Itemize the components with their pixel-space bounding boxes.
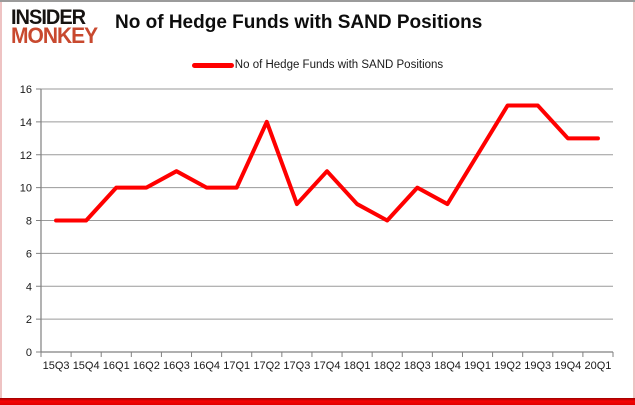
x-tick-label: 19Q1 (464, 360, 491, 372)
chart-title: No of Hedge Funds with SAND Positions (115, 12, 483, 33)
y-tick-label: 12 (20, 150, 32, 162)
y-tick-label: 0 (26, 347, 32, 359)
logo-word-insider: INSIDER (11, 5, 86, 30)
x-tick-label: 19Q2 (494, 360, 521, 372)
x-tick-label: 16Q4 (193, 360, 220, 372)
y-tick-label: 6 (26, 248, 32, 260)
x-tick-label: 16Q1 (103, 360, 130, 372)
frame-bottom-bar (0, 398, 635, 405)
y-axis-ticks (36, 88, 41, 353)
gridlines (41, 88, 613, 320)
legend-line-swatch (191, 62, 234, 68)
y-tick-label: 2 (26, 314, 32, 326)
frame-right-border (633, 2, 635, 398)
x-tick-label: 17Q4 (314, 360, 341, 372)
y-tick-label: 8 (26, 216, 32, 228)
x-tick-label: 19Q4 (554, 360, 581, 372)
x-tick-label: 18Q2 (374, 360, 401, 372)
frame-left-border (0, 2, 2, 398)
x-tick-label: 15Q4 (73, 360, 100, 372)
x-tick-label: 18Q3 (404, 360, 431, 372)
y-tick-label: 10 (20, 183, 32, 195)
x-tick-label: 18Q1 (344, 360, 371, 372)
x-tick-label: 20Q1 (584, 360, 611, 372)
x-tick-label: 18Q4 (434, 360, 461, 372)
x-tick-label: 16Q3 (163, 360, 190, 372)
y-tick-label: 16 (20, 84, 32, 96)
x-tick-label: 19Q3 (524, 360, 551, 372)
series-line (54, 103, 600, 223)
x-tick-label: 15Q3 (43, 360, 70, 372)
chart-legend: No of Hedge Funds with SAND Positions (0, 59, 635, 71)
insider-monkey-logo: INSIDER MONKEY (11, 5, 98, 49)
x-tick-label: 17Q1 (223, 360, 250, 372)
y-tick-label: 4 (26, 281, 32, 293)
x-tick-label: 17Q3 (283, 360, 310, 372)
y-tick-labels: 0 2 4 6 8 10 12 14 16 (20, 84, 32, 359)
x-tick-label: 17Q2 (253, 360, 280, 372)
frame-top-border (0, 0, 635, 2)
x-axis-ticks (40, 352, 614, 357)
legend-label: No of Hedge Funds with SAND Positions (234, 59, 444, 71)
x-tick-label: 16Q2 (133, 360, 160, 372)
x-tick-labels: 15Q3 15Q4 16Q1 16Q2 16Q3 16Q4 17Q1 17Q2 17Q3 17Q4… (43, 360, 612, 372)
logo-word-monkey: MONKEY (11, 23, 98, 49)
y-tick-label: 14 (20, 117, 32, 129)
